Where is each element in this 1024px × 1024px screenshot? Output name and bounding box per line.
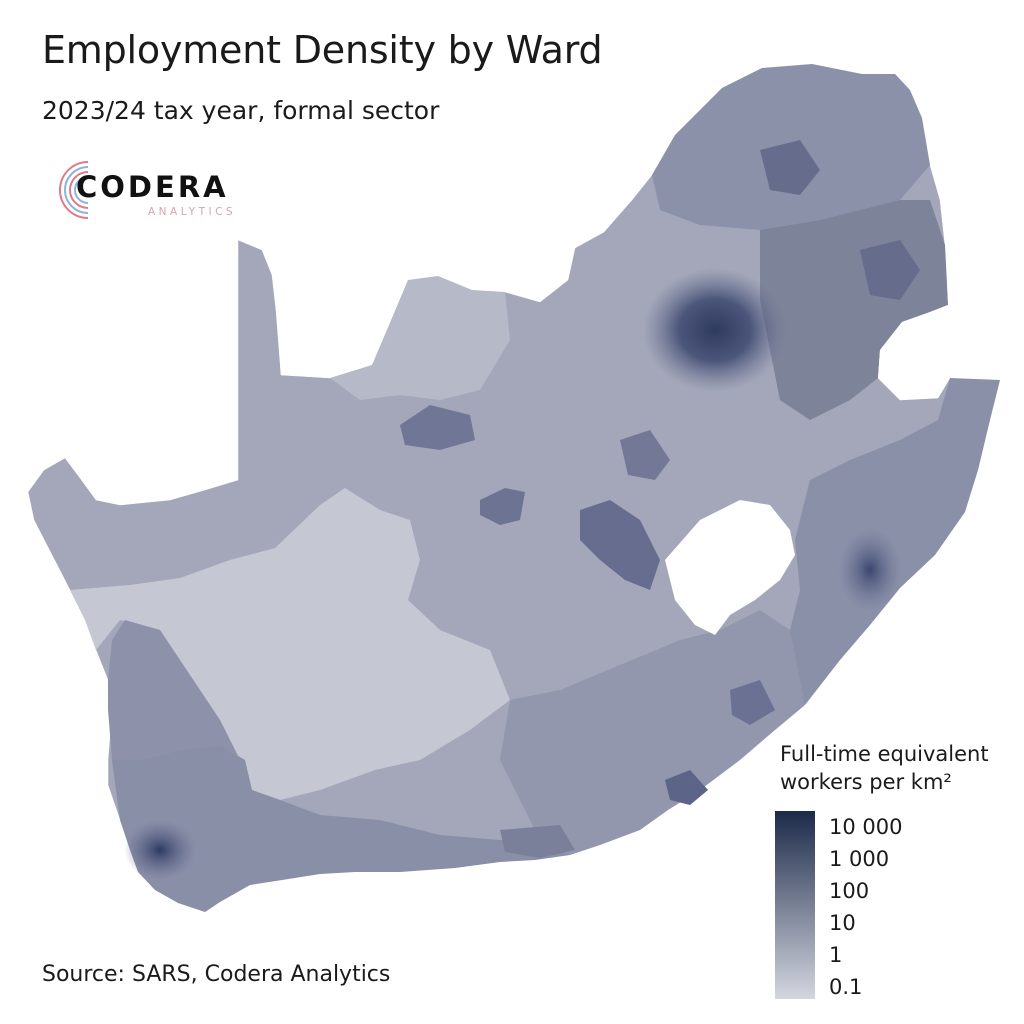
map-subtitle: 2023/24 tax year, formal sector <box>42 96 440 125</box>
gauteng-hotspot <box>643 268 787 392</box>
source-note: Source: SARS, Codera Analytics <box>42 962 391 987</box>
logo-wordmark: CODERA <box>76 170 229 204</box>
logo-arc-icon <box>59 161 89 219</box>
north-west-light <box>330 276 510 400</box>
legend-title: Full-time equivalent workers per km² <box>780 740 989 796</box>
legend-label: 1 <box>829 943 843 967</box>
legend-label: 0.1 <box>829 975 863 999</box>
lesotho-hole <box>665 500 795 635</box>
dark-patch-kimberley <box>480 488 525 525</box>
legend-label: 100 <box>829 879 870 903</box>
dark-patch-nelspruit <box>860 240 920 300</box>
durban-hotspot <box>838 528 902 612</box>
map-title: Employment Density by Ward <box>42 28 603 72</box>
dark-patch-polokwane <box>760 140 820 195</box>
dark-patch-free-state <box>580 500 660 590</box>
codera-logo: CODERA ANALYTICS <box>56 156 266 226</box>
legend-colorbar <box>775 811 815 999</box>
dark-patch-vryburg <box>400 405 475 450</box>
legend-label: 1 000 <box>829 847 890 871</box>
kzn-region <box>790 378 1000 705</box>
legend-title-line2: workers per km² <box>780 770 952 794</box>
dark-patch-east-london <box>730 680 775 725</box>
west-coast-region <box>108 620 240 760</box>
western-cape-region <box>112 745 570 912</box>
cape-town-hotspot <box>124 820 196 880</box>
dark-patch-mossel-bay <box>500 825 575 858</box>
dark-patch-port-elizabeth <box>665 770 708 805</box>
logo-tagline: ANALYTICS <box>148 206 237 218</box>
legend-title-line1: Full-time equivalent <box>780 742 989 766</box>
eswatini-hole <box>878 305 950 400</box>
legend-label: 10 <box>829 911 856 935</box>
eastern-cape-region <box>500 610 805 855</box>
legend-label: 10 000 <box>829 815 903 839</box>
karoo-region <box>70 488 510 800</box>
dark-patch-welkom <box>620 430 670 480</box>
